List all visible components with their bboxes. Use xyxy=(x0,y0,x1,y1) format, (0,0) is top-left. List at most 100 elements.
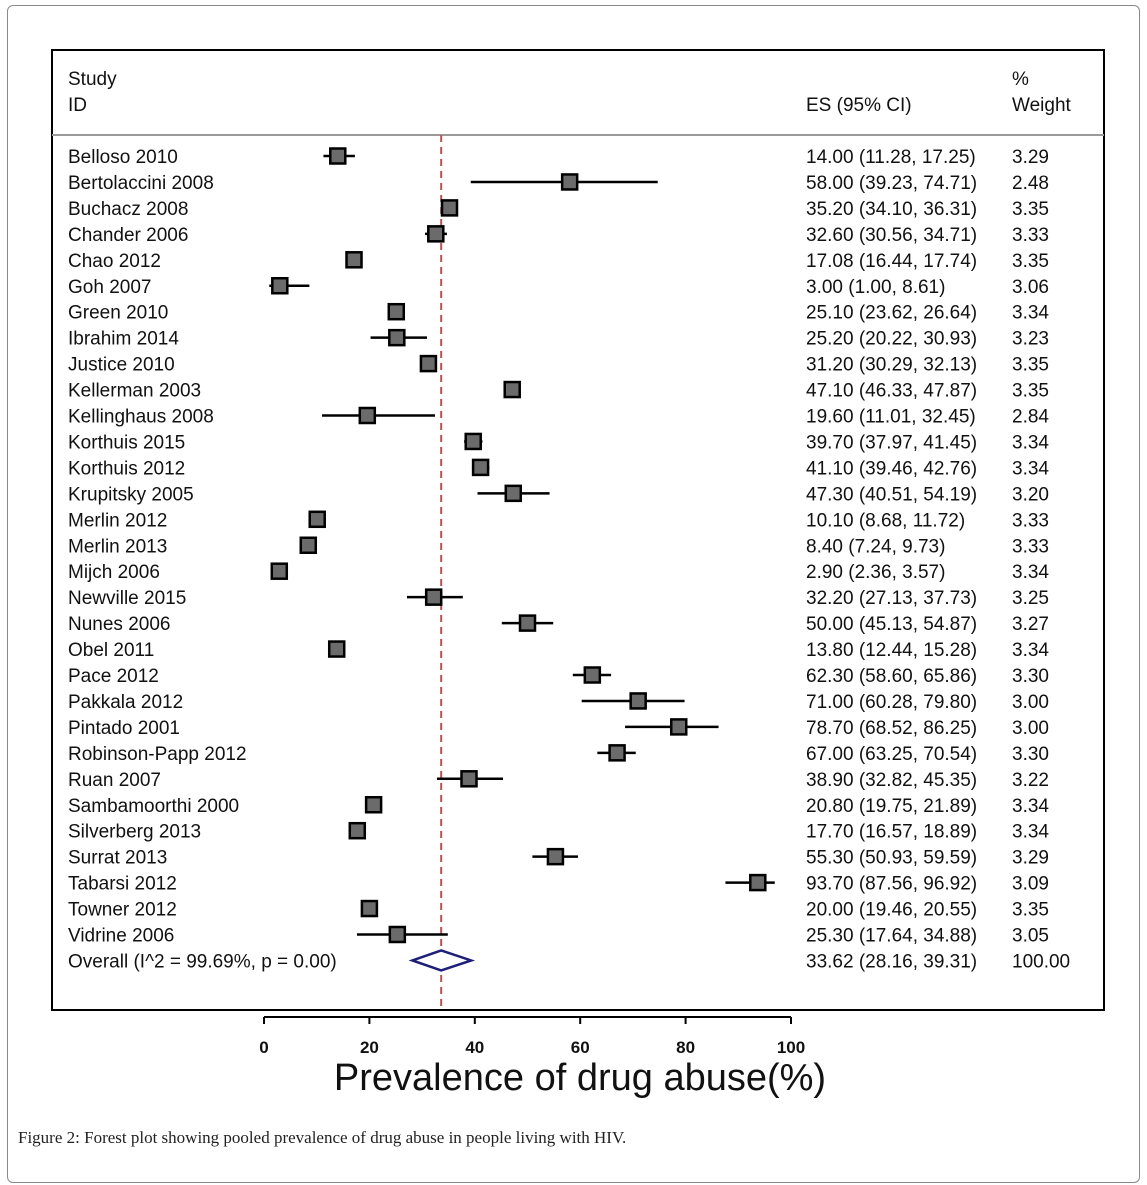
es-ci-value: 41.10 (39.46, 42.76) xyxy=(806,458,977,479)
weight-value: 3.23 xyxy=(1012,329,1049,350)
point-estimate-marker xyxy=(345,251,363,269)
es-ci-value: 31.20 (30.29, 32.13) xyxy=(806,355,977,376)
weight-value: 3.35 xyxy=(1012,900,1049,921)
study-label: Bertolaccini 2008 xyxy=(68,173,214,194)
es-ci-value: 32.60 (30.56, 34.71) xyxy=(806,225,977,246)
study-label: Vidrine 2006 xyxy=(68,926,174,947)
weight-value: 3.27 xyxy=(1012,614,1049,635)
study-label: Sambamoorthi 2000 xyxy=(68,796,239,817)
study-rows: Belloso 2010 14.00 (11.28, 17.25) 3.29 Bert… xyxy=(68,147,1070,972)
overall-diamond xyxy=(408,949,476,972)
weight-value: 3.00 xyxy=(1012,692,1049,713)
header-es: ES (95% CI) xyxy=(806,95,912,116)
es-ci-value: 13.80 (12.44, 15.28) xyxy=(806,640,977,661)
weight-value: 2.84 xyxy=(1012,407,1049,428)
weight-value: 3.33 xyxy=(1012,510,1049,531)
point-estimate-marker xyxy=(560,173,579,191)
point-estimate-marker xyxy=(440,199,459,217)
point-estimate-marker xyxy=(364,796,383,814)
point-estimate-marker xyxy=(608,744,626,762)
study-label: Nunes 2006 xyxy=(68,614,170,635)
weight-value: 3.25 xyxy=(1012,588,1049,609)
study-label: Merlin 2012 xyxy=(68,510,167,531)
point-estimate-marker xyxy=(669,718,688,736)
weight-value: 3.35 xyxy=(1012,251,1049,272)
es-ci-value: 38.90 (32.82, 45.35) xyxy=(806,770,977,791)
plot-frame xyxy=(51,49,1105,1011)
study-label: Chao 2012 xyxy=(68,251,161,272)
header-study: Study xyxy=(68,69,117,90)
es-ci-value: 25.20 (20.22, 30.93) xyxy=(806,329,977,350)
es-ci-value: 39.70 (37.97, 41.45) xyxy=(806,432,977,453)
weight-value: 3.33 xyxy=(1012,225,1049,246)
study-label: Robinson-Papp 2012 xyxy=(68,744,247,765)
point-estimate-marker xyxy=(471,458,490,477)
weight-value: 3.06 xyxy=(1012,277,1049,298)
point-estimate-marker xyxy=(271,277,289,295)
x-axis: 0 20 40 60 80 100 xyxy=(259,1016,805,1057)
weight-value: 3.22 xyxy=(1012,770,1049,791)
weight-value: 3.33 xyxy=(1012,536,1049,557)
study-label: Goh 2007 xyxy=(68,277,151,298)
study-label: Newville 2015 xyxy=(68,588,186,609)
es-ci-value: 78.70 (68.52, 86.25) xyxy=(806,718,977,739)
point-estimate-marker xyxy=(387,302,406,321)
es-ci-value: 50.00 (45.13, 54.87) xyxy=(806,614,977,635)
forest-plot: Study ID ES (95% CI) % Weight Belloso 20… xyxy=(51,49,1105,1099)
weight-value: 3.20 xyxy=(1012,484,1049,505)
es-ci-value: 20.00 (19.46, 20.55) xyxy=(806,900,977,921)
es-ci-value: 47.30 (40.51, 54.19) xyxy=(806,484,977,505)
es-ci-value: 58.00 (39.23, 74.71) xyxy=(806,173,977,194)
es-ci-value: 8.40 (7.24, 9.73) xyxy=(806,536,945,557)
caption-text: Forest plot showing pooled prevalence of… xyxy=(79,1128,627,1147)
study-label: Ibrahim 2014 xyxy=(68,329,179,350)
study-label: Buchacz 2008 xyxy=(68,199,188,220)
es-ci-value: 19.60 (11.01, 32.45) xyxy=(806,407,976,428)
study-label: Krupitsky 2005 xyxy=(68,484,194,505)
weight-value: 3.35 xyxy=(1012,355,1049,376)
study-label: Kellerman 2003 xyxy=(68,381,201,402)
point-estimate-marker xyxy=(327,640,346,658)
x-tick-label: 20 xyxy=(360,1038,379,1057)
study-label: Pintado 2001 xyxy=(68,718,180,739)
header-id: ID xyxy=(68,95,87,116)
point-estimate-marker xyxy=(348,821,367,840)
x-tick-label: 60 xyxy=(571,1038,590,1057)
point-estimate-marker xyxy=(427,225,445,243)
es-ci-value: 2.90 (2.36, 3.57) xyxy=(806,562,945,583)
point-estimate-marker xyxy=(424,588,443,606)
es-ci-value: 25.30 (17.64, 34.88) xyxy=(806,926,977,947)
study-label: Silverberg 2013 xyxy=(68,822,201,843)
study-label: Korthuis 2012 xyxy=(68,458,185,479)
weight-value: 3.34 xyxy=(1012,458,1049,479)
es-ci-value: 93.70 (87.56, 96.92) xyxy=(806,874,977,895)
es-ci-value: 14.00 (11.28, 17.25) xyxy=(806,147,976,168)
weight-value: 3.35 xyxy=(1012,381,1049,402)
es-ci-value: 62.30 (58.60, 65.86) xyxy=(806,666,977,687)
point-estimate-marker xyxy=(308,510,326,529)
point-estimate-marker xyxy=(360,899,379,918)
study-label: Pakkala 2012 xyxy=(68,692,183,713)
point-estimate-marker xyxy=(329,147,347,165)
es-ci-value: 17.70 (16.57, 18.89) xyxy=(806,822,977,843)
point-estimate-marker xyxy=(419,354,438,373)
overall-label: Overall (I^2 = 99.69%, p = 0.00) xyxy=(68,951,337,972)
study-label: Merlin 2013 xyxy=(68,536,167,557)
point-estimate-marker xyxy=(464,432,482,451)
point-estimate-marker xyxy=(749,873,767,892)
weight-value: 3.34 xyxy=(1012,432,1049,453)
overall-weight-value: 100.00 xyxy=(1012,951,1070,972)
point-estimate-marker xyxy=(299,536,318,554)
header-weight: Weight xyxy=(1012,95,1072,116)
point-estimate-marker xyxy=(503,380,521,399)
es-ci-value: 20.80 (19.75, 21.89) xyxy=(806,796,977,817)
es-ci-value: 10.10 (8.68, 11.72) xyxy=(806,510,965,531)
point-estimate-marker xyxy=(546,847,565,866)
weight-value: 3.00 xyxy=(1012,718,1049,739)
weight-value: 3.34 xyxy=(1012,303,1049,324)
study-label: Green 2010 xyxy=(68,303,168,324)
x-tick-label: 100 xyxy=(777,1038,805,1057)
study-label: Obel 2011 xyxy=(68,640,154,661)
study-label: Chander 2006 xyxy=(68,225,188,246)
es-ci-value: 32.20 (27.13, 37.73) xyxy=(806,588,977,609)
